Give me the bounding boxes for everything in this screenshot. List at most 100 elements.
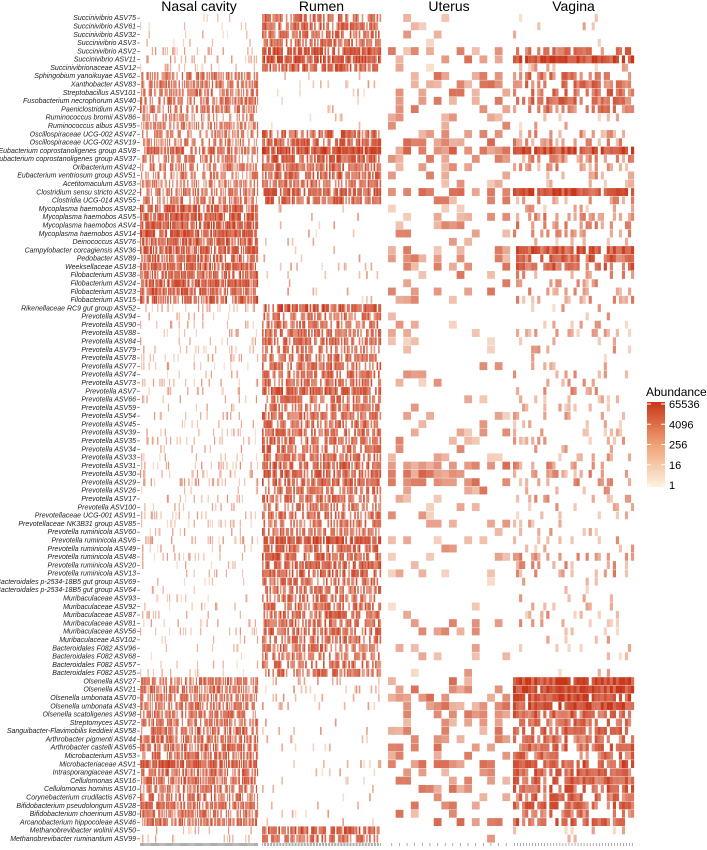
heatmap-cell — [255, 809, 258, 818]
heatmap-cell — [360, 163, 362, 172]
row-label: Prevotella ASV88 — [81, 330, 136, 337]
heatmap-cell — [140, 270, 142, 279]
heatmap-cell — [193, 519, 195, 528]
heatmap-cell — [196, 262, 199, 271]
heatmap-cell — [140, 685, 142, 694]
heatmap-cell — [200, 627, 202, 636]
heatmap-cell — [142, 793, 144, 802]
heatmap-cell — [168, 237, 171, 246]
heatmap-cell — [256, 246, 259, 255]
heatmap-cell — [231, 345, 233, 354]
heatmap-cell — [175, 818, 177, 827]
heatmap-cell — [370, 22, 373, 31]
heatmap-cell — [370, 138, 373, 147]
heatmap-cell — [303, 30, 306, 39]
heatmap-cell — [234, 702, 236, 710]
heatmap-cell — [155, 270, 157, 279]
row-label: Oscillospiraceae UCG-002 ASV47 — [30, 131, 137, 138]
heatmap-cell — [246, 188, 248, 196]
heatmap-cell — [253, 171, 255, 180]
heatmap-cell — [306, 47, 309, 56]
heatmap-cell — [191, 179, 193, 188]
heatmap-cell — [141, 693, 143, 702]
heatmap-cell — [214, 188, 216, 196]
heatmap-cell — [174, 693, 176, 702]
heatmap-cell — [206, 130, 208, 138]
heatmap-cell — [197, 784, 200, 793]
heatmap-cell — [194, 826, 196, 835]
heatmap-cell — [185, 378, 187, 387]
heatmap-cell — [253, 72, 255, 80]
heatmap-cell — [216, 718, 218, 727]
heatmap-cell — [163, 693, 165, 702]
heatmap-cell — [278, 138, 280, 147]
heatmap-cell — [229, 329, 231, 337]
heatmap-cell — [241, 718, 244, 727]
heatmap-cell — [226, 834, 229, 843]
heatmap-cell — [166, 130, 169, 138]
heatmap-cell — [149, 80, 151, 89]
heatmap-cell — [166, 735, 169, 744]
heatmap-cell — [144, 751, 146, 760]
heatmap-cell — [328, 63, 331, 72]
heatmap-cell — [181, 693, 184, 702]
heatmap-cell — [223, 237, 225, 246]
heatmap-cell — [363, 38, 365, 47]
heatmap-cell — [221, 254, 223, 263]
heatmap-cell — [205, 80, 207, 89]
heatmap-cell — [352, 55, 355, 64]
heatmap-cell — [174, 809, 176, 818]
heatmap-cell — [231, 287, 233, 296]
heatmap-cell — [327, 138, 330, 147]
heatmap-cell — [216, 702, 218, 710]
heatmap-cell — [230, 469, 232, 478]
heatmap-cell — [141, 105, 143, 114]
heatmap-cell — [209, 304, 211, 313]
heatmap-cell — [193, 569, 195, 578]
heatmap-cell — [192, 138, 194, 147]
heatmap-cell — [192, 793, 194, 802]
heatmap-cell — [251, 80, 253, 89]
heatmap-cell — [372, 130, 374, 138]
heatmap-cell — [181, 287, 184, 296]
heatmap-cell — [199, 710, 201, 719]
heatmap-cell — [349, 47, 352, 56]
heatmap-cell — [170, 204, 172, 213]
heatmap-cell — [168, 751, 171, 760]
heatmap-cell — [172, 237, 174, 246]
heatmap-cell — [223, 287, 225, 296]
heatmap-cell — [161, 809, 163, 818]
heatmap-cell — [185, 30, 187, 39]
heatmap-cell — [177, 619, 179, 628]
heatmap-cell — [171, 188, 173, 196]
heatmap-cell — [305, 138, 307, 147]
heatmap-cell — [230, 776, 232, 785]
heatmap-cell — [194, 726, 196, 735]
heatmap-cell — [221, 693, 223, 702]
heatmap-cell — [233, 270, 235, 279]
heatmap-cell — [315, 188, 318, 196]
heatmap-cell — [370, 154, 373, 163]
heatmap-cell — [170, 212, 172, 221]
heatmap-cell — [204, 196, 206, 205]
heatmap-cell — [299, 163, 301, 172]
heatmap-cell — [195, 279, 197, 288]
heatmap-cell — [311, 179, 313, 188]
heatmap-cell — [215, 760, 217, 768]
heatmap-cell — [239, 287, 241, 296]
heatmap-cell — [232, 710, 234, 719]
heatmap-cell — [216, 685, 218, 694]
heatmap-cell — [227, 270, 230, 279]
heatmap-cell — [181, 113, 184, 122]
heatmap-cell — [309, 22, 312, 31]
heatmap-cell — [193, 776, 195, 785]
heatmap-cell — [220, 809, 222, 818]
heatmap-cell — [182, 627, 185, 636]
heatmap-cell — [266, 63, 269, 72]
heatmap-cell — [144, 254, 146, 263]
heatmap-cell — [269, 163, 272, 172]
heatmap-cell — [311, 154, 313, 163]
heatmap-cell — [255, 246, 258, 255]
heatmap-cell — [212, 254, 215, 263]
heatmap-cell — [196, 63, 199, 72]
